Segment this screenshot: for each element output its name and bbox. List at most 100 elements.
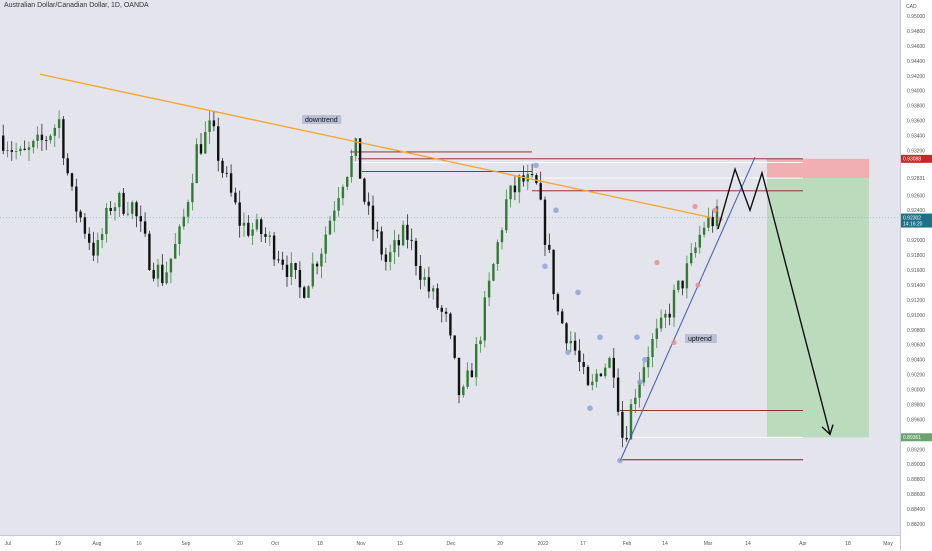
candle-body [113,207,117,212]
candle-body [272,235,276,260]
candle-body [376,229,379,232]
candle-body [586,366,590,386]
candle-body [432,288,435,292]
x-tick-label: 20 [497,541,503,547]
y-tick-label: 0.90800 [907,328,925,334]
candle-body [277,259,280,261]
candle-body [260,219,263,235]
x-tick-label: 20 [237,541,243,547]
candle-body [341,186,345,199]
candle-body [75,186,78,212]
swing-low-marker [587,405,593,412]
candle-body [27,147,31,150]
candle-body [49,135,52,141]
candle-body [694,247,697,253]
candle-body [651,339,654,358]
candle-body [195,144,198,183]
y-tick-label: 0.92000 [907,238,925,244]
candle-body [217,126,220,161]
candle-body [264,234,267,237]
candle-body [83,217,87,234]
candle-body [92,242,95,256]
y-tick-label: 0.90400 [907,358,925,364]
annotation-downtrend: downtrend [305,117,338,124]
candle-body [126,213,130,215]
y-tick-label: 0.89200 [907,447,925,453]
candle-body [535,175,538,184]
candle-body [702,227,706,235]
candle-body [414,240,418,266]
candle-body [328,220,332,235]
y-tick-label: 0.94000 [907,89,925,95]
candle-body [109,208,112,212]
candle-body [556,294,560,312]
candle-body [397,240,400,246]
candle-body [324,234,327,254]
candle-body [88,233,91,243]
y-tick-label: 0.91200 [907,298,925,304]
candle-body [367,201,370,206]
swing-low-marker [542,263,548,270]
swing-high-marker [712,207,718,213]
candle-body [40,134,44,141]
candle-body [247,222,250,236]
candle-body [475,344,478,378]
candle-body [57,119,61,128]
swing-low-marker [565,349,571,355]
candle-body [655,328,658,340]
x-tick-label: Nov [357,541,366,547]
candle-body [642,367,646,383]
candle-body [698,234,701,248]
swing-low-marker [553,207,559,214]
y-tick-label: 0.90200 [907,373,925,379]
stop-price-label-bg [901,154,932,163]
projection-arrowhead [821,424,834,436]
candle-body [23,148,26,150]
candle-body [45,140,48,141]
candle-body [174,244,177,259]
candle-body [634,397,637,405]
candle-body [285,264,289,277]
candle-body [19,148,22,152]
candle-body [290,263,293,277]
candle-body [191,182,194,203]
candle-body [350,156,353,178]
candle-body [509,185,512,200]
candle-body [212,120,216,127]
price-axis[interactable] [900,0,932,550]
x-tick-label: 16 [136,541,142,547]
candle-body [320,253,323,267]
candle-body [406,224,409,240]
stop-price-label: 0.93088 [903,157,921,163]
y-tick-label: 0.93200 [907,148,925,154]
time-axis[interactable] [0,535,900,551]
y-tick-label: 0.92400 [907,208,925,214]
candle-body [427,277,431,292]
stop-loss-zone [767,158,869,179]
y-tick-label: 0.90600 [907,343,925,349]
candle-body [707,216,710,228]
swing-low-marker [617,457,623,464]
candle-body [608,357,611,368]
swing-low-marker [637,379,643,385]
candle-body [539,183,542,200]
candle-body [303,287,306,298]
candle-body [346,177,349,187]
candle-body [530,174,534,176]
candle-body [457,357,461,396]
swing-high-marker [692,203,698,210]
candle-body [659,317,663,329]
candle-body [156,264,160,279]
candle-body [677,280,680,290]
candle-body [371,205,375,230]
candle-body [337,198,340,211]
x-tick-label: 17 [580,541,586,547]
x-tick-label: 18 [317,541,323,547]
candle-body [208,120,211,132]
candle-body [685,263,689,289]
candle-body [595,373,598,382]
y-tick-label: 0.89800 [907,402,925,408]
x-tick-label: Dec [447,541,456,547]
